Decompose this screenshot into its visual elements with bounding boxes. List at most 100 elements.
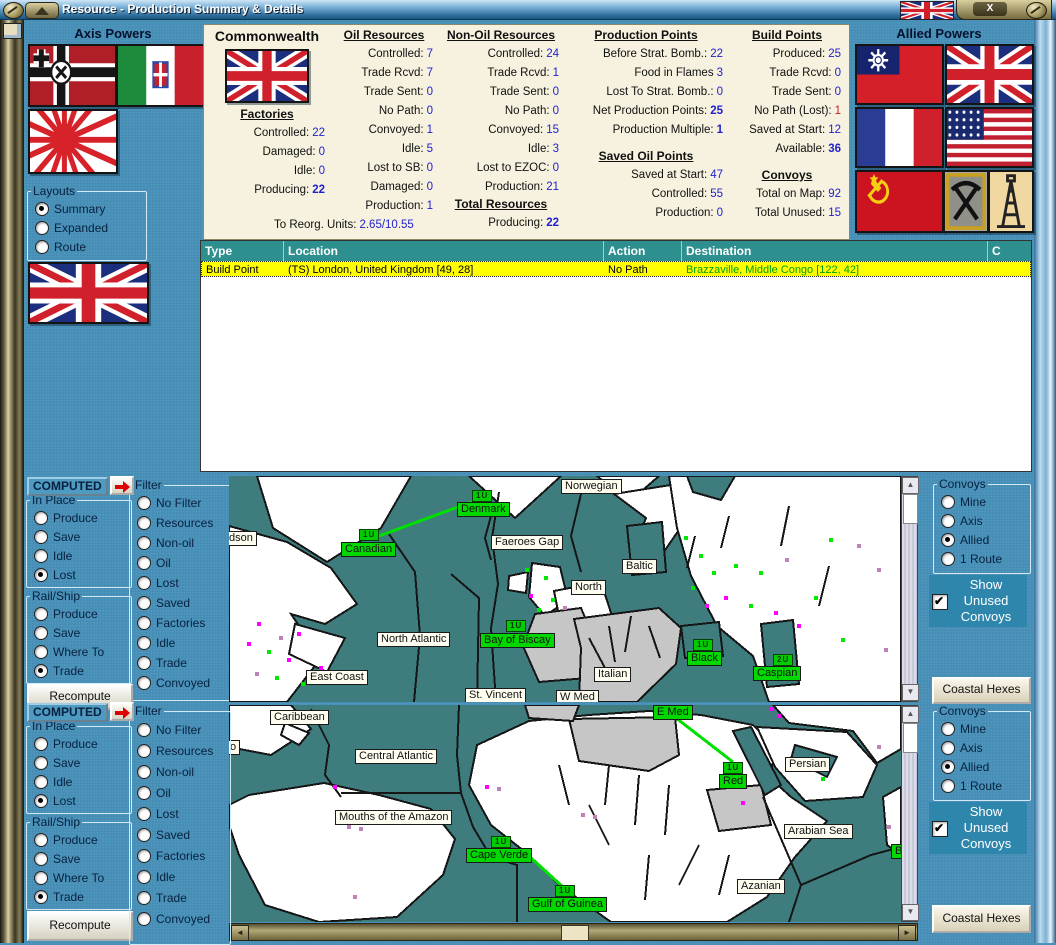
cell-destination[interactable]: Brazzaville, Middle Congo [122, 42] — [686, 264, 860, 276]
convoy-label[interactable]: Caspian — [753, 666, 802, 681]
filter-option-lost[interactable]: Lost — [137, 573, 227, 593]
in-place-option-lost[interactable]: Lost — [34, 791, 128, 810]
convoy-counter-icon[interactable]: 1U — [491, 836, 512, 848]
checkbox-checked-icon[interactable] — [932, 593, 948, 610]
convoys-option-allied[interactable]: Allied — [941, 757, 1027, 776]
map2-horizontal-scrollbar[interactable] — [229, 923, 918, 941]
uk-flag-icon[interactable] — [225, 49, 309, 103]
usa-flag-icon[interactable] — [945, 107, 1034, 168]
filter-option-idle[interactable]: Idle — [137, 633, 227, 653]
red-arrow-button[interactable] — [110, 702, 134, 721]
convoy-label[interactable]: Red — [719, 774, 748, 789]
ussr-flag-icon[interactable] — [855, 170, 944, 233]
filter-option-no-filter[interactable]: No Filter — [137, 719, 227, 740]
map-north-atlantic[interactable]: Norwegian 1U Denmark 1U Canadian Faeroes… — [229, 476, 901, 702]
convoy-counter-icon[interactable]: 1U — [723, 762, 744, 774]
china-flag-icon[interactable] — [855, 44, 944, 105]
table-row[interactable]: Build Point (TS) London, United Kingdom … — [201, 261, 1031, 277]
italy-flag-icon[interactable] — [116, 44, 205, 107]
convoy-label[interactable]: Bay of Biscay — [480, 633, 555, 648]
convoy-label[interactable]: Denmark — [457, 502, 510, 517]
cell-type[interactable]: Build Point — [206, 264, 259, 276]
scroll-down-arrow-icon[interactable] — [902, 684, 919, 701]
map1-vertical-scrollbar[interactable] — [901, 476, 919, 702]
convoys-option-allied[interactable]: Allied — [941, 530, 1027, 549]
in-place-option-save[interactable]: Save — [34, 753, 128, 772]
convoy-counter-icon[interactable]: 2U — [773, 654, 794, 666]
filter-option-lost[interactable]: Lost — [137, 803, 227, 824]
filter-option-trade[interactable]: Trade — [137, 653, 227, 673]
filter-option-oil[interactable]: Oil — [137, 553, 227, 573]
scroll-thumb[interactable] — [903, 494, 918, 524]
red-arrow-button[interactable] — [110, 476, 134, 495]
cell-location[interactable]: (TS) London, United Kingdom [49, 28] — [288, 264, 474, 276]
in-place-option-idle[interactable]: Idle — [34, 546, 128, 565]
window-knob-icon[interactable] — [3, 2, 24, 19]
window-icon[interactable] — [3, 23, 22, 39]
resources-mining-icon[interactable] — [943, 170, 989, 233]
in-place-option-idle[interactable]: Idle — [34, 772, 128, 791]
convoy-label[interactable]: B — [891, 844, 901, 859]
filter-option-saved[interactable]: Saved — [137, 593, 227, 613]
convoys-option-axis[interactable]: Axis — [941, 738, 1027, 757]
oil-derrick-icon[interactable] — [988, 170, 1034, 233]
close-button[interactable]: X — [973, 2, 1007, 16]
convoys-option-axis[interactable]: Axis — [941, 511, 1027, 530]
map-south-atlantic-africa[interactable]: Caribbean Central Atlantic o Mouths of t… — [229, 705, 901, 922]
in-place-option-save[interactable]: Save — [34, 527, 128, 546]
rail-ship-option-produce[interactable]: Produce — [34, 830, 128, 849]
filter-option-no-filter[interactable]: No Filter — [137, 493, 227, 513]
filter-option-resources[interactable]: Resources — [137, 513, 227, 533]
cell-c[interactable] — [988, 262, 1030, 276]
layout-option-route[interactable]: Route — [35, 237, 143, 256]
window-menu-button[interactable] — [25, 2, 59, 19]
scroll-thumb[interactable] — [903, 723, 918, 753]
scroll-down-arrow-icon[interactable] — [902, 904, 919, 921]
filter-option-saved[interactable]: Saved — [137, 824, 227, 845]
convoy-label[interactable]: Cape Verde — [466, 848, 533, 863]
show-unused-convoys[interactable]: Show Unused Convoys — [929, 802, 1027, 854]
in-place-option-lost[interactable]: Lost — [34, 565, 128, 584]
layout-option-expanded[interactable]: Expanded — [35, 218, 143, 237]
convoy-label[interactable]: Gulf of Guinea — [528, 897, 607, 912]
rail-ship-option-save[interactable]: Save — [34, 849, 128, 868]
filter-option-trade[interactable]: Trade — [137, 887, 227, 908]
convoy-label[interactable]: E Med — [653, 705, 693, 720]
scroll-right-arrow-icon[interactable] — [898, 925, 916, 941]
filter-option-non-oil[interactable]: Non-oil — [137, 533, 227, 553]
coastal-hexes-button[interactable]: Coastal Hexes — [932, 677, 1031, 704]
recompute-button[interactable]: Recompute — [27, 911, 133, 941]
checkbox-checked-icon[interactable] — [932, 820, 948, 837]
filter-option-convoyed[interactable]: Convoyed — [137, 908, 227, 929]
filter-option-idle[interactable]: Idle — [137, 866, 227, 887]
convoy-label[interactable]: Canadian — [341, 542, 397, 557]
convoy-label[interactable]: Black — [687, 651, 722, 666]
filter-option-resources[interactable]: Resources — [137, 740, 227, 761]
rail-ship-option-trade[interactable]: Trade — [34, 661, 128, 680]
convoys-option-1-route[interactable]: 1 Route — [941, 549, 1027, 568]
convoy-counter-icon[interactable]: 1U — [555, 885, 576, 897]
rail-ship-option-produce[interactable]: Produce — [34, 604, 128, 623]
convoy-counter-icon[interactable]: 1U — [359, 529, 380, 541]
titlebar[interactable]: Resource - Production Summary & Details … — [0, 0, 1056, 20]
in-place-option-produce[interactable]: Produce — [34, 508, 128, 527]
rail-ship-option-where-to[interactable]: Where To — [34, 868, 128, 887]
window-knob-icon[interactable] — [1026, 2, 1047, 19]
convoys-option-1-route[interactable]: 1 Route — [941, 776, 1027, 795]
convoys-option-mine[interactable]: Mine — [941, 492, 1027, 511]
layout-option-summary[interactable]: Summary — [35, 199, 143, 218]
germany-flag-icon[interactable] — [28, 44, 117, 107]
filter-option-convoyed[interactable]: Convoyed — [137, 673, 227, 693]
rail-ship-option-trade[interactable]: Trade — [34, 887, 128, 906]
rail-ship-option-save[interactable]: Save — [34, 623, 128, 642]
convoy-counter-icon[interactable]: 1U — [472, 490, 493, 502]
scroll-up-arrow-icon[interactable] — [902, 477, 919, 494]
scroll-up-arrow-icon[interactable] — [902, 706, 919, 723]
france-flag-icon[interactable] — [855, 107, 944, 168]
scroll-thumb[interactable] — [560, 925, 589, 941]
uk-flag-icon[interactable] — [28, 262, 149, 324]
scroll-left-arrow-icon[interactable] — [231, 925, 249, 941]
convoy-counter-icon[interactable]: 1U — [693, 639, 714, 651]
cell-action[interactable]: No Path — [608, 264, 648, 276]
in-place-option-produce[interactable]: Produce — [34, 734, 128, 753]
